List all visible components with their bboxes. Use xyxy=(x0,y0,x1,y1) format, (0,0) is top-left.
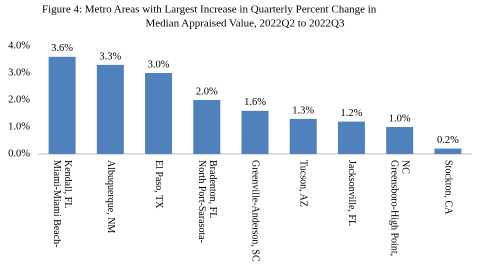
value-label: 0.2% xyxy=(437,135,459,146)
x-tick-label: Stockton, CA xyxy=(442,160,454,215)
bar xyxy=(434,148,462,154)
bar xyxy=(48,56,76,154)
bar xyxy=(289,118,317,154)
x-tick-label: Jacksonville, FL xyxy=(345,160,357,227)
y-tick-label: 4.0% xyxy=(8,40,30,51)
value-label: 1.2% xyxy=(341,108,363,119)
value-label: 2.0% xyxy=(196,86,218,97)
bar xyxy=(145,73,173,154)
x-tick-label: Greensboro-High Point, NC xyxy=(388,160,411,257)
value-label: 3.3% xyxy=(99,51,121,62)
value-label: 3.0% xyxy=(148,59,170,70)
bar xyxy=(337,121,365,154)
y-tick-label: 3.0% xyxy=(8,67,30,78)
value-label: 1.3% xyxy=(292,105,314,116)
value-label: 1.0% xyxy=(389,113,411,124)
x-tick-label: Tucson, AZ xyxy=(297,160,309,207)
value-label: 1.6% xyxy=(244,97,266,108)
x-tick-label: Albuquerque, NM xyxy=(104,160,116,234)
bar xyxy=(241,110,269,154)
x-tick-label: Miami-Miami Beach-Kendall, FL xyxy=(51,160,74,248)
x-tick-label: Greenville-Anderson, SC xyxy=(249,160,261,262)
y-tick-label: 2.0% xyxy=(8,94,30,105)
bar xyxy=(386,127,414,154)
value-label: 3.6% xyxy=(51,43,73,54)
y-tick-label: 0.0% xyxy=(8,148,30,159)
x-tick-label: El Paso, TX xyxy=(153,160,165,209)
chart-title: Median Appraised Value, 2022Q2 to 2022Q3 xyxy=(146,18,345,30)
x-tick-label: North Port-Sarasota-Bradenton, FL xyxy=(195,160,218,244)
bar xyxy=(193,100,221,154)
chart-title: Figure 4: Metro Areas with Largest Incre… xyxy=(42,4,377,16)
bar xyxy=(96,64,124,154)
y-tick-label: 1.0% xyxy=(8,121,30,132)
